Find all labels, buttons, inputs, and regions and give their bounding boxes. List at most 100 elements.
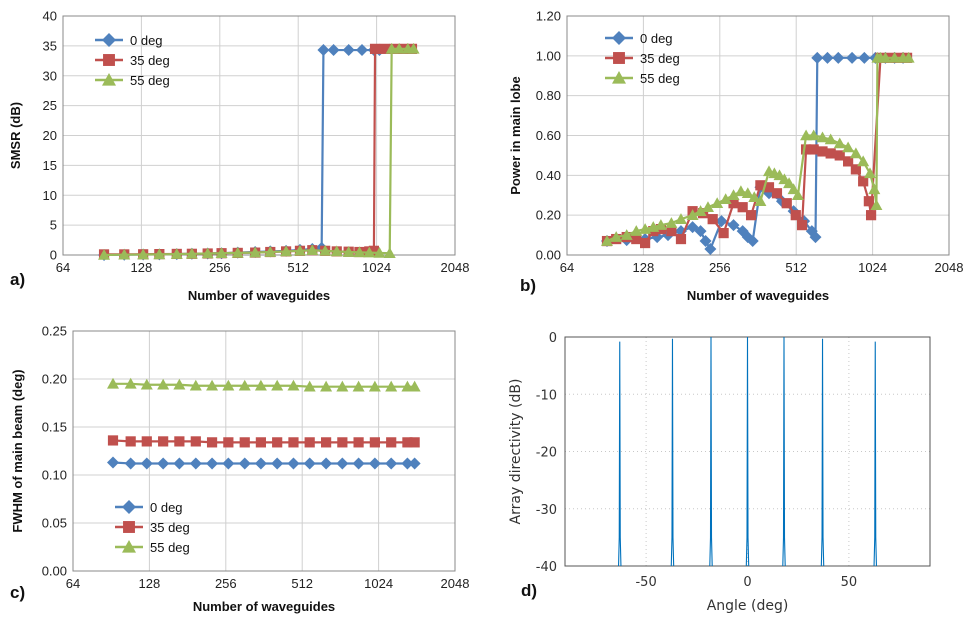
marker-triangle bbox=[271, 379, 284, 391]
marker-triangle bbox=[620, 229, 633, 240]
panel-label: a) bbox=[10, 270, 25, 289]
marker-diamond bbox=[102, 33, 116, 47]
marker-diamond bbox=[327, 44, 340, 57]
marker-square bbox=[158, 436, 169, 447]
legend-label: 35 deg bbox=[130, 53, 170, 68]
marker-triangle bbox=[254, 379, 267, 391]
marker-square bbox=[675, 233, 687, 245]
marker-square bbox=[796, 220, 808, 231]
y-tick-label: 0.05 bbox=[42, 516, 67, 531]
panel-label: c) bbox=[10, 583, 25, 602]
marker-square bbox=[718, 227, 729, 239]
legend: 0 deg 35 deg 55 deg bbox=[605, 31, 680, 86]
marker-triangle bbox=[863, 167, 876, 179]
y-axis-label: Array directivity (dB) bbox=[508, 379, 524, 525]
marker-diamond bbox=[727, 219, 740, 232]
panel-a: 0 5 10 15 20 25 30 35 40 64 128 256 512 1024 2048 Numbe… bbox=[8, 9, 469, 304]
marker-triangle bbox=[734, 185, 747, 197]
marker-triangle bbox=[222, 379, 235, 391]
x-axis-label: Number of waveguides bbox=[687, 288, 829, 303]
marker-diamond bbox=[320, 457, 333, 470]
directivity-peak bbox=[670, 338, 675, 567]
marker-triangle bbox=[353, 246, 366, 258]
marker-square bbox=[737, 202, 748, 213]
x-axis-label: Number of waveguides bbox=[193, 599, 335, 614]
marker-diamond bbox=[858, 51, 871, 64]
marker-square bbox=[771, 188, 783, 199]
marker-square bbox=[141, 436, 152, 447]
marker-diamond bbox=[303, 457, 316, 470]
marker-triangle bbox=[902, 51, 915, 63]
marker-square bbox=[368, 245, 380, 256]
marker-diamond bbox=[401, 457, 414, 470]
marker-triangle bbox=[870, 199, 883, 211]
marker-square bbox=[223, 437, 234, 448]
marker-square bbox=[321, 437, 332, 448]
marker-triangle bbox=[833, 137, 846, 149]
marker-triangle bbox=[153, 248, 166, 260]
marker-triangle bbox=[137, 248, 150, 260]
marker-triangle bbox=[630, 225, 643, 236]
marker-triangle bbox=[319, 244, 332, 256]
x-tick-label: 2048 bbox=[935, 260, 964, 275]
marker-triangle bbox=[287, 379, 300, 391]
marker-square bbox=[190, 436, 201, 447]
marker-triangle bbox=[686, 209, 699, 220]
series-0-deg bbox=[601, 51, 910, 256]
plot-area-border bbox=[72, 330, 456, 572]
marker-triangle bbox=[408, 380, 421, 392]
marker-diamond bbox=[342, 44, 355, 57]
x-tick-label: 512 bbox=[287, 260, 309, 275]
y-axis-label: FWHM of main beam (deg) bbox=[10, 369, 25, 532]
marker-diamond bbox=[107, 456, 120, 469]
marker-square bbox=[402, 437, 413, 448]
marker-diamond bbox=[352, 457, 365, 470]
marker-triangle bbox=[122, 540, 136, 553]
directivity-peak bbox=[820, 338, 825, 567]
marker-square bbox=[640, 237, 651, 249]
legend: 0 deg 35 deg 55 deg bbox=[115, 500, 190, 555]
marker-triangle bbox=[868, 183, 881, 195]
marker-triangle bbox=[888, 51, 901, 63]
marker-square bbox=[707, 214, 718, 225]
legend-label: 0 deg bbox=[130, 33, 163, 48]
marker-triangle bbox=[694, 205, 707, 216]
marker-triangle bbox=[610, 231, 623, 242]
marker-diamond bbox=[811, 51, 824, 64]
marker-diamond bbox=[704, 243, 717, 256]
marker-square bbox=[337, 437, 348, 448]
marker-diamond bbox=[746, 235, 759, 248]
directivity-peak bbox=[618, 341, 622, 567]
marker-triangle bbox=[373, 246, 386, 258]
legend-label: 35 deg bbox=[150, 520, 190, 535]
legend-label: 55 deg bbox=[130, 73, 170, 88]
x-tick-label: 64 bbox=[56, 260, 70, 275]
marker-triangle bbox=[393, 42, 406, 54]
y-tick-label: 0 bbox=[50, 248, 57, 263]
marker-triangle bbox=[215, 247, 228, 259]
series-0-deg bbox=[107, 456, 421, 470]
marker-diamond bbox=[287, 457, 300, 470]
marker-triangle bbox=[842, 141, 855, 153]
x-tick-label: -50 bbox=[635, 575, 656, 590]
marker-triangle bbox=[879, 51, 892, 63]
marker-square bbox=[790, 210, 801, 221]
y-tick-label: -30 bbox=[536, 503, 557, 518]
x-tick-label: 128 bbox=[131, 260, 153, 275]
marker-diamond bbox=[222, 457, 235, 470]
x-tick-label: 512 bbox=[785, 260, 807, 275]
marker-triangle bbox=[816, 131, 829, 143]
panel-label: b) bbox=[520, 276, 536, 295]
x-tick-label: 2048 bbox=[441, 576, 470, 591]
marker-triangle bbox=[741, 187, 754, 199]
marker-square bbox=[288, 437, 299, 448]
marker-triangle bbox=[807, 129, 820, 141]
marker-square bbox=[272, 437, 283, 448]
marker-triangle bbox=[231, 246, 244, 258]
marker-square bbox=[728, 198, 739, 209]
marker-square bbox=[107, 435, 119, 446]
marker-triangle bbox=[787, 183, 800, 195]
directivity-peak bbox=[873, 341, 877, 567]
marker-triangle bbox=[320, 380, 333, 392]
